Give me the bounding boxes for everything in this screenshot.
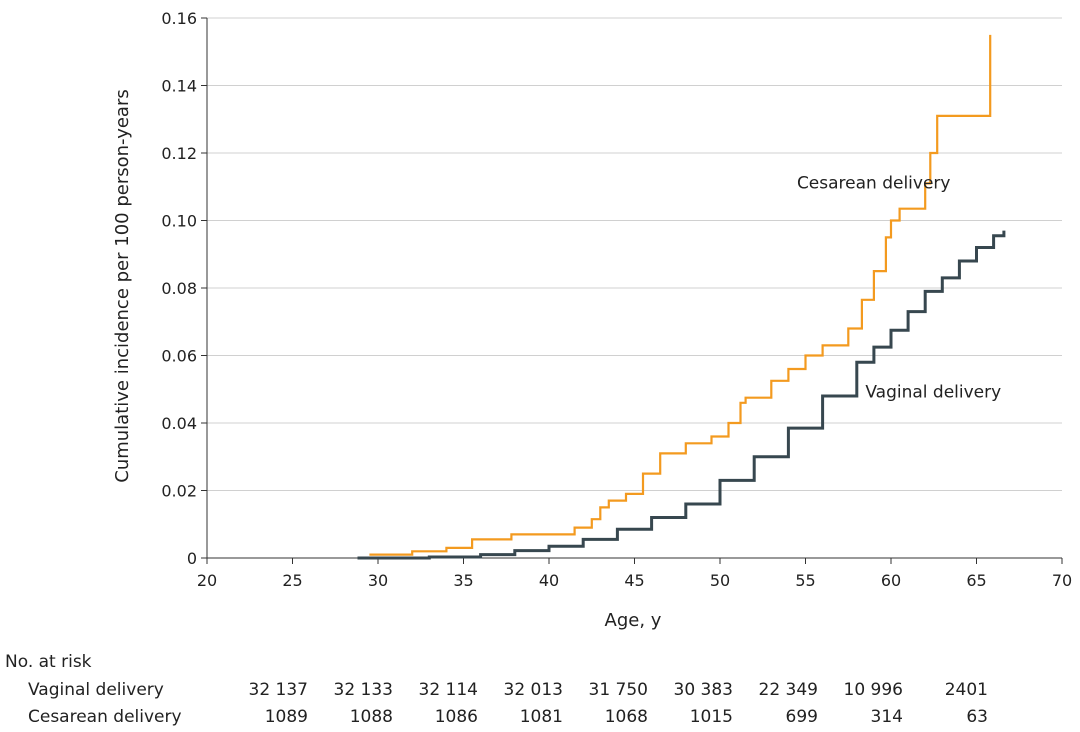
risk-value: 32 137 [249,680,308,700]
y-tick-label: 0.16 [161,9,197,28]
x-tick-label: 50 [710,571,730,590]
risk-value: 1086 [435,707,478,727]
x-axis-title: Age, y [605,610,662,631]
risk-value: 32 114 [419,680,478,700]
risk-value: 31 750 [589,680,648,700]
series-annotations: Cesarean delivery Vaginal delivery [797,173,1001,402]
risk-value: 63 [966,707,988,727]
risk-value: 1089 [265,707,308,727]
y-tick-label: 0.14 [161,77,197,96]
grid-lines [207,17,1062,491]
x-tick-label: 70 [1052,571,1072,590]
y-tick-label: 0.04 [161,414,197,433]
x-tick-label: 35 [453,571,473,590]
series-line-vaginal-delivery [357,230,1006,560]
y-tick-label: 0.02 [161,482,197,501]
y-tick-label: 0.12 [161,144,197,163]
series-lines [357,34,1006,560]
risk-value: 2401 [945,680,988,700]
x-tick-label: 55 [795,571,815,590]
risk-value: 1081 [520,707,563,727]
risk-value: 1088 [350,707,393,727]
series-annotation: Cesarean delivery [797,173,951,193]
risk-row-label: Vaginal delivery [28,680,164,700]
risk-value: 1068 [605,707,648,727]
y-tick-label: 0.08 [161,279,197,298]
y-tick-label: 0.06 [161,347,197,366]
y-tick-label: 0 [187,549,197,568]
risk-value: 314 [871,707,903,727]
x-tick-label: 20 [197,571,217,590]
risk-row-label: Cesarean delivery [28,707,182,727]
y-axis-title: Cumulative incidence per 100 person-year… [112,89,133,482]
risk-value: 10 996 [844,680,903,700]
risk-value: 699 [786,707,818,727]
risk-value: 32 013 [504,680,563,700]
y-tick-label: 0.10 [161,212,197,231]
x-tick-label: 65 [966,571,986,590]
risk-value: 1015 [690,707,733,727]
risk-value: 32 133 [334,680,393,700]
series-annotation: Vaginal delivery [865,383,1001,403]
x-tick-label: 40 [539,571,559,590]
x-tick-label: 60 [881,571,901,590]
x-tick-label: 45 [624,571,644,590]
risk-value: 30 383 [674,680,733,700]
number-at-risk-table: No. at risk Vaginal delivery 32 137 32 133… [5,652,988,727]
x-tick-label: 30 [368,571,388,590]
risk-value: 22 349 [759,680,818,700]
x-tick-label: 25 [282,571,302,590]
axes: 0 0.02 0.04 0.06 0.08 0.10 0.12 0.14 0.16 20 25 30 3… [161,9,1072,590]
risk-table-title: No. at risk [5,652,92,672]
series-line-cesarean-delivery [369,34,992,556]
